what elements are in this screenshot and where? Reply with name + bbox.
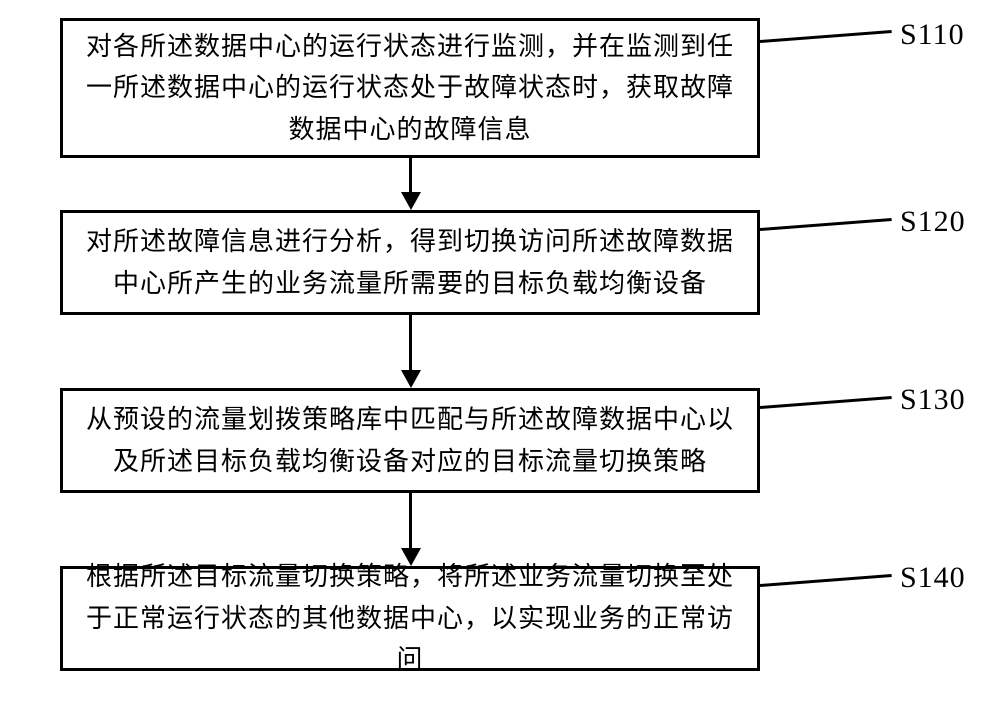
step-label-s110: S110 xyxy=(900,18,965,52)
step-label-s120: S120 xyxy=(900,205,966,239)
leader-s110 xyxy=(760,30,892,43)
step-label-s130: S130 xyxy=(900,383,966,417)
arrow-head-1 xyxy=(401,192,421,210)
leader-s120 xyxy=(760,218,892,231)
arrow-head-2 xyxy=(401,370,421,388)
arrow-line-3 xyxy=(409,493,412,548)
arrow-line-2 xyxy=(409,315,412,370)
step-text-s120: 对所述故障信息进行分析，得到切换访问所述故障数据中心所产生的业务流量所需要的目标… xyxy=(63,221,757,304)
step-box-s120: 对所述故障信息进行分析，得到切换访问所述故障数据中心所产生的业务流量所需要的目标… xyxy=(60,210,760,315)
step-box-s140: 根据所述目标流量切换策略，将所述业务流量切换至处于正常运行状态的其他数据中心，以… xyxy=(60,566,760,671)
step-box-s130: 从预设的流量划拨策略库中匹配与所述故障数据中心以及所述目标负载均衡设备对应的目标… xyxy=(60,388,760,493)
step-text-s110: 对各所述数据中心的运行状态进行监测，并在监测到任一所述数据中心的运行状态处于故障… xyxy=(63,26,757,151)
flowchart-canvas: 对各所述数据中心的运行状态进行监测，并在监测到任一所述数据中心的运行状态处于故障… xyxy=(0,0,1000,708)
step-text-s130: 从预设的流量划拨策略库中匹配与所述故障数据中心以及所述目标负载均衡设备对应的目标… xyxy=(63,399,757,482)
step-label-s140: S140 xyxy=(900,561,966,595)
arrow-line-1 xyxy=(409,158,412,192)
leader-s130 xyxy=(760,396,892,409)
step-box-s110: 对各所述数据中心的运行状态进行监测，并在监测到任一所述数据中心的运行状态处于故障… xyxy=(60,18,760,158)
step-text-s140: 根据所述目标流量切换策略，将所述业务流量切换至处于正常运行状态的其他数据中心，以… xyxy=(63,556,757,681)
leader-s140 xyxy=(760,574,892,587)
